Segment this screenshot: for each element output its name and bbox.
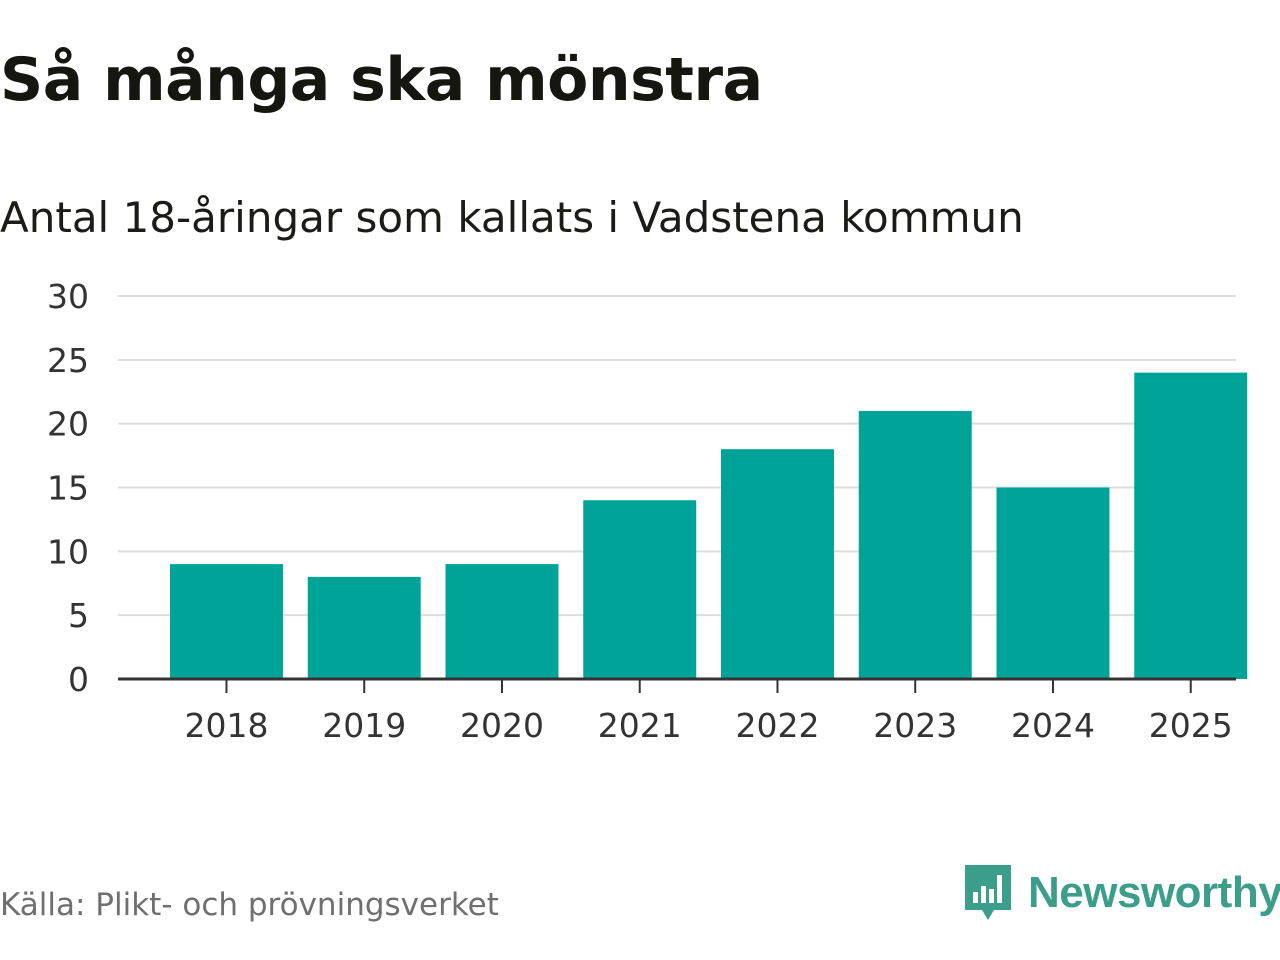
chart-subtitle: Antal 18-åringar som kallats i Vadstena … [0,193,1024,242]
x-tick-label-2023: 2023 [873,706,957,745]
bar-2021 [583,500,697,679]
chart-title: Så många ska mönstra [0,45,763,115]
bars [170,372,1248,679]
brand-logo[interactable]: Newsworthy [962,862,1280,924]
y-tick-label: 25 [47,341,89,380]
y-tick-label: 10 [47,532,89,571]
x-tick-label-2024: 2024 [1011,706,1095,745]
y-tick-label: 20 [47,405,89,444]
bar-2025 [1134,372,1248,679]
x-tick-label-2022: 2022 [735,706,819,745]
bar-2019 [307,576,421,679]
x-tick-label-2021: 2021 [598,706,682,745]
newsworthy-logo-icon [965,865,1011,920]
x-tick-label-2019: 2019 [322,706,406,745]
bar-2020 [445,564,559,679]
x-tick-label-2020: 2020 [460,706,544,745]
x-tick-label-2025: 2025 [1149,706,1233,745]
bar-2023 [858,410,972,679]
y-tick-label: 30 [47,277,89,316]
x-tick-label-2018: 2018 [184,706,268,745]
y-tick-label: 15 [47,469,89,508]
bar-2018 [170,564,283,679]
y-tick-label: 5 [68,596,89,635]
source-note: Källa: Plikt- och prövningsverket [0,887,499,923]
bar-2024 [996,487,1110,679]
brand-name: Newsworthy [1028,868,1280,917]
y-tick-label: 0 [68,660,89,699]
bar-2022 [721,449,834,679]
